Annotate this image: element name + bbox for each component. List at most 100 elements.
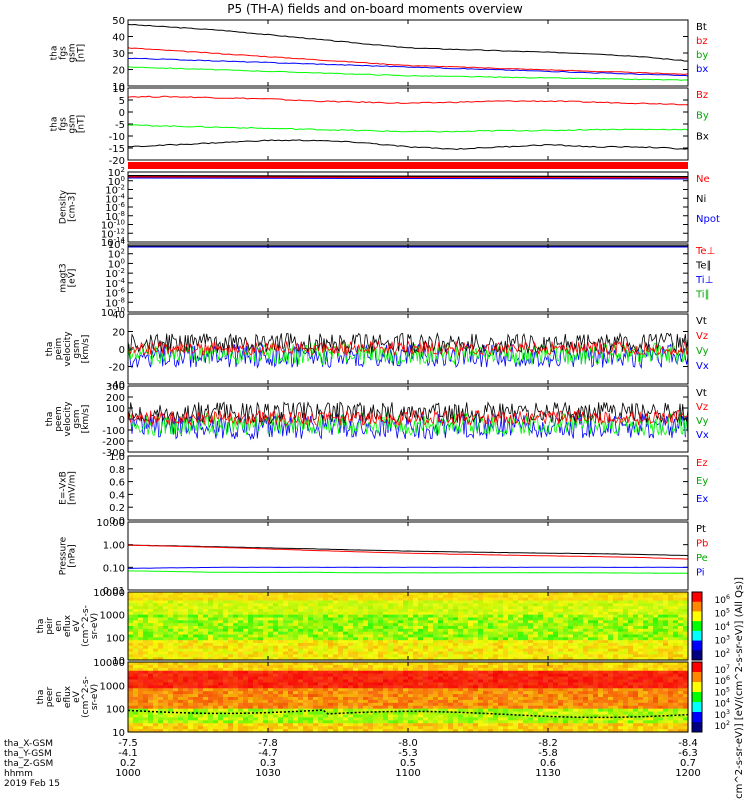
spectrogram-cell: [363, 670, 369, 675]
spectrogram-cell: [478, 699, 484, 704]
spectrogram-cell: [638, 634, 644, 638]
spectrogram-cell: [168, 726, 174, 730]
spectrogram-cell: [418, 720, 424, 724]
spectrogram-cell: [403, 594, 409, 599]
spectrogram-cell: [213, 634, 219, 638]
ylabel-line: gsm: [72, 339, 82, 358]
spectrogram-cell: [368, 611, 374, 616]
spectrogram-cell: [238, 654, 244, 658]
spectrogram-cell: [413, 597, 419, 602]
spectrogram-cell: [348, 617, 354, 621]
spectrogram-cell: [293, 688, 299, 692]
spectrogram-cell: [193, 697, 199, 701]
spectrogram-cell: [438, 594, 444, 599]
spectrogram-cell: [463, 711, 469, 716]
spectrogram-cell: [268, 691, 274, 695]
spectrogram-cell: [623, 648, 629, 653]
spectrogram-cell: [233, 603, 239, 607]
spectrogram-cell: [258, 664, 264, 669]
spectrogram-cell: [263, 691, 269, 695]
spectrogram-cell: [353, 631, 359, 636]
spectrogram-cell: [128, 651, 134, 655]
spectrogram-cell: [408, 688, 414, 692]
spectrogram-cell: [643, 609, 649, 613]
spectrogram-cell: [358, 631, 364, 636]
spectrogram-cell: [493, 717, 499, 721]
spectrogram-cell: [613, 620, 619, 624]
spectrogram-cell: [458, 651, 464, 655]
ylabel-line: eV: [72, 619, 82, 632]
spectrogram-cell: [333, 611, 339, 616]
spectrogram-cell: [193, 603, 199, 607]
spectrogram-cell: [628, 594, 634, 599]
spectrogram-cell: [463, 603, 469, 607]
spectrogram-cell: [198, 729, 204, 733]
spectrogram-cell: [593, 603, 599, 607]
spectrogram-cell: [393, 714, 399, 719]
spectrogram-cell: [563, 628, 569, 633]
spectrogram-cell: [468, 699, 474, 704]
spectrogram-cell: [298, 603, 304, 607]
spectrogram-cell: [498, 688, 504, 692]
spectrogram-cell: [673, 628, 679, 633]
spectrogram-cell: [428, 699, 434, 704]
spectrogram-cell: [613, 614, 619, 619]
spectrogram-cell: [378, 717, 384, 721]
spectrogram-cell: [158, 673, 164, 678]
spectrogram-cell: [343, 643, 349, 647]
spectrogram-cell: [458, 643, 464, 647]
spectrogram-cell: [233, 726, 239, 730]
spectrogram-cell: [128, 609, 134, 613]
ytick-label: 10: [112, 84, 125, 95]
spectrogram-cell: [498, 708, 504, 713]
spectrogram-cell: [213, 594, 219, 599]
spectrogram-cell: [378, 694, 384, 698]
spectrogram-cell: [273, 662, 279, 666]
spectrogram-cell: [478, 726, 484, 730]
spectrogram-cell: [303, 699, 309, 704]
spectrogram-cell: [223, 662, 229, 666]
spectrogram-cell: [408, 705, 414, 710]
spectrogram-cell: [398, 657, 404, 661]
spectrogram-cell: [483, 664, 489, 669]
spectrogram-cell: [348, 697, 354, 701]
spectrogram-cell: [148, 631, 154, 636]
spectrogram-cell: [158, 688, 164, 692]
spectrogram-cell: [493, 611, 499, 616]
spectrogram-cell: [403, 711, 409, 716]
spectrogram-cell: [318, 691, 324, 695]
spectrogram-cell: [328, 634, 334, 638]
spectrogram-cell: [143, 597, 149, 602]
spectrogram-cell: [128, 620, 134, 624]
spectrogram-cell: [188, 688, 194, 692]
spectrogram-cell: [183, 670, 189, 675]
spectrogram-cell: [218, 603, 224, 607]
ylabel-line: tha: [50, 117, 60, 132]
spectrogram-cell: [233, 611, 239, 616]
spectrogram-cell: [448, 694, 454, 698]
spectrogram-cell: [418, 609, 424, 613]
spectrogram-cell: [253, 626, 259, 630]
spectrogram-cell: [233, 637, 239, 641]
spectrogram-cell: [668, 651, 674, 655]
spectrogram-cell: [138, 702, 144, 707]
spectrogram-cell: [323, 643, 329, 647]
spectrogram-cell: [303, 648, 309, 653]
spectrogram-cell: [563, 620, 569, 624]
spectrogram-cell: [368, 670, 374, 675]
spectrogram-cell: [158, 717, 164, 721]
spectrogram-cell: [298, 623, 304, 627]
spectrogram-cell: [478, 648, 484, 653]
spectrogram-cell: [163, 705, 169, 710]
spectrogram-cell: [523, 637, 529, 641]
spectrogram-cell: [328, 654, 334, 658]
spectrogram-cell: [243, 679, 249, 684]
spectrogram-cell: [513, 679, 519, 684]
spectrogram-cell: [423, 628, 429, 633]
spectrogram-cell: [473, 623, 479, 627]
spectrogram-cell: [468, 600, 474, 604]
spectrogram-cell: [338, 673, 344, 678]
spectrogram-cell: [543, 651, 549, 655]
spectrogram-cell: [628, 657, 634, 661]
spectrogram-cell: [338, 708, 344, 713]
